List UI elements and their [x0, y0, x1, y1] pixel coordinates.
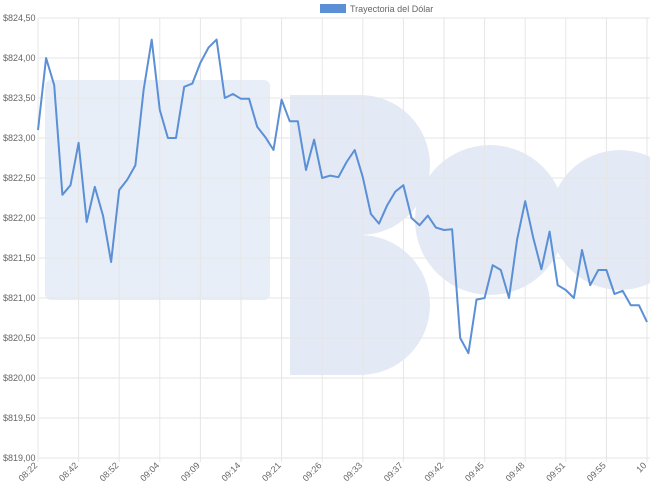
- y-tick-label: $820,50: [3, 333, 36, 343]
- y-tick-label: $821,50: [3, 253, 36, 263]
- y-tick-label: $819,50: [3, 413, 36, 423]
- x-tick-label: 08:42: [57, 460, 80, 483]
- x-tick-label: 10: [634, 460, 648, 474]
- x-tick-label: 09:21: [260, 460, 283, 483]
- y-tick-label: $821,00: [3, 293, 36, 303]
- x-tick-label: 09:33: [341, 460, 364, 483]
- x-tick-label: 09:51: [544, 460, 567, 483]
- x-tick-label: 08:22: [16, 460, 39, 483]
- legend-label: Trayectoria del Dólar: [350, 4, 433, 14]
- legend-swatch: [320, 4, 346, 13]
- y-tick-label: $822,00: [3, 213, 36, 223]
- x-tick-label: 09:26: [301, 460, 324, 483]
- y-tick-label: $824,00: [3, 53, 36, 63]
- watermark: [45, 80, 650, 375]
- y-tick-label: $823,00: [3, 133, 36, 143]
- y-tick-label: $819,00: [3, 453, 36, 463]
- x-tick-label: 09:37: [382, 460, 405, 483]
- x-tick-label: 08:52: [98, 460, 121, 483]
- x-tick-label: 09:14: [219, 460, 242, 483]
- y-tick-label: $822,50: [3, 173, 36, 183]
- x-tick-label: 09:45: [463, 460, 486, 483]
- x-tick-label: 09:04: [138, 460, 161, 483]
- x-tick-label: 09:48: [504, 460, 527, 483]
- x-tick-label: 09:55: [585, 460, 608, 483]
- x-tick-label: 09:09: [179, 460, 202, 483]
- y-tick-label: $823,50: [3, 93, 36, 103]
- y-tick-label: $824,50: [3, 13, 36, 23]
- y-tick-label: $820,00: [3, 373, 36, 383]
- line: [37, 38, 648, 355]
- x-tick-label: 09:42: [422, 460, 445, 483]
